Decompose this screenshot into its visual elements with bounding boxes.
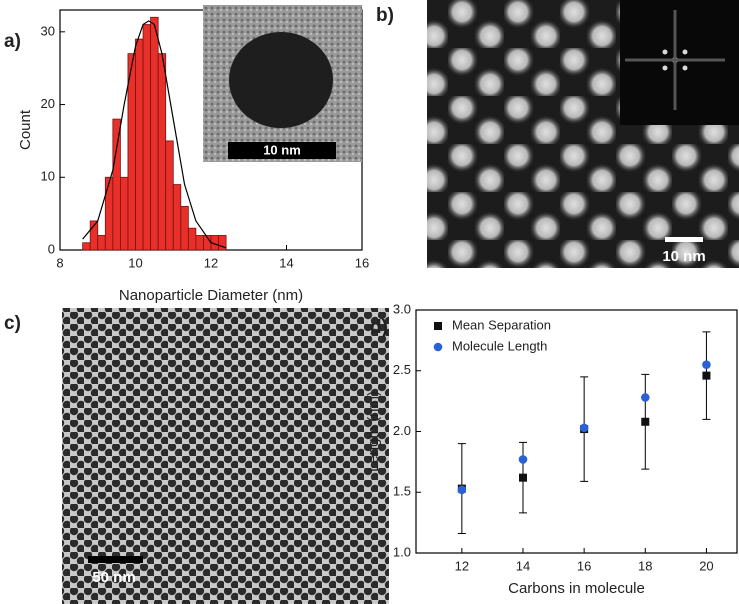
panel-label: c) bbox=[4, 313, 21, 334]
legend-label: Mean Separation bbox=[452, 317, 551, 332]
histogram-bar bbox=[150, 16, 159, 251]
y-tick-label: 1.5 bbox=[393, 484, 411, 499]
legend-marker bbox=[433, 342, 443, 352]
y-tick-label: 2.5 bbox=[393, 362, 411, 377]
y-tick-label: 3.0 bbox=[393, 301, 411, 316]
x-tick-label: 18 bbox=[638, 558, 652, 573]
x-tick-label: 12 bbox=[455, 558, 469, 573]
histogram-bar bbox=[82, 242, 91, 251]
data-point bbox=[702, 371, 711, 380]
y-tick-label: 1.0 bbox=[393, 544, 411, 559]
histogram-bar bbox=[195, 235, 204, 251]
y-tick-label: 20 bbox=[41, 96, 55, 111]
histogram-bar bbox=[112, 118, 121, 251]
panel-label: a) bbox=[4, 31, 21, 52]
y-axis-label: Count bbox=[17, 109, 34, 150]
histogram-bar bbox=[142, 24, 152, 251]
legend-label: Molecule Length bbox=[452, 338, 547, 353]
data-point bbox=[457, 485, 467, 495]
histogram-bar bbox=[187, 227, 197, 251]
x-axis-label: Nanoparticle Diameter (nm) bbox=[119, 287, 303, 304]
histogram-bar bbox=[172, 184, 182, 251]
x-tick-label: 8 bbox=[56, 255, 63, 270]
x-tick-label: 20 bbox=[699, 558, 713, 573]
x-axis-label: Carbons in molecule bbox=[508, 580, 645, 597]
stem-image: 10 nm bbox=[427, 0, 739, 268]
y-tick-label: 30 bbox=[41, 23, 55, 38]
data-point bbox=[579, 423, 589, 433]
scale-bar-label: 10 nm bbox=[263, 142, 301, 157]
histogram-bar bbox=[180, 205, 189, 251]
histogram-bar bbox=[120, 176, 129, 251]
panel-label: d) bbox=[370, 317, 388, 338]
legend-marker bbox=[434, 322, 442, 330]
tem-image: 50 nm bbox=[62, 308, 389, 604]
x-tick-label: 14 bbox=[279, 255, 293, 270]
data-point bbox=[641, 417, 650, 426]
x-tick-label: 16 bbox=[577, 558, 591, 573]
y-tick-label: 0 bbox=[48, 241, 55, 256]
y-tick-label: 2.0 bbox=[393, 423, 411, 438]
data-point bbox=[519, 473, 527, 482]
data-point bbox=[702, 360, 711, 369]
histogram-bar bbox=[135, 38, 144, 251]
x-tick-label: 16 bbox=[355, 255, 369, 270]
histogram-bar bbox=[104, 176, 114, 251]
histogram-bar bbox=[157, 53, 167, 251]
x-tick-label: 10 bbox=[128, 255, 142, 270]
histogram-bar bbox=[218, 235, 227, 251]
panel-label: b) bbox=[376, 5, 394, 26]
histogram-bar bbox=[165, 140, 174, 251]
inset-scale-bar bbox=[228, 142, 336, 159]
x-tick-label: 12 bbox=[204, 255, 218, 270]
y-axis-label: Length (nm) bbox=[365, 391, 382, 472]
data-point bbox=[640, 393, 650, 402]
scale-bar-label: 10 nm bbox=[662, 248, 705, 265]
x-tick-label: 14 bbox=[516, 558, 530, 573]
histogram-bar bbox=[97, 235, 106, 251]
histogram-bar bbox=[127, 53, 136, 251]
data-point bbox=[518, 455, 528, 464]
inset-particle bbox=[229, 32, 333, 128]
fit-curve bbox=[82, 20, 227, 249]
y-tick-label: 10 bbox=[41, 169, 55, 184]
scale-bar-label: 50 nm bbox=[92, 569, 135, 586]
